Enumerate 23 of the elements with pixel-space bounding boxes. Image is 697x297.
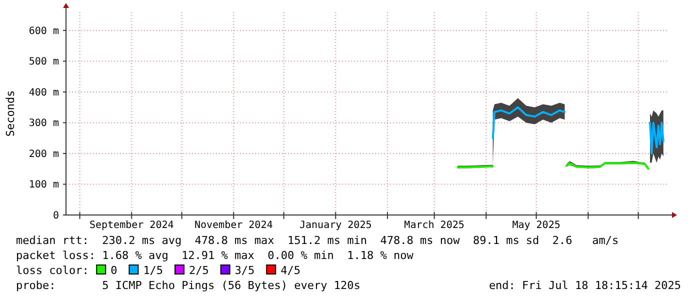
y-tick-label: 600 m: [28, 26, 59, 37]
legend-label: 0: [110, 264, 118, 277]
y-tick-label: 500 m: [28, 56, 59, 68]
y-tick-label: 100 m: [28, 180, 59, 191]
y-tick-label: 0: [52, 210, 59, 222]
text: probe: 5 ICMP Echo Pings (56 Bytes) every 120s: [16, 279, 360, 292]
text: end: Fri Jul 18 18:15:14 2025: [488, 279, 681, 292]
y-tick-label: 200 m: [28, 148, 59, 160]
x-tick-label: May 2025: [512, 220, 560, 231]
text: packet loss: 1.68 % avg 12.91 % max 0.00 % min 1.18 % now: [16, 249, 414, 262]
y-axis-title: Seconds: [4, 90, 17, 137]
legend-title: loss color:: [16, 264, 89, 277]
text: median rtt: 230.2 ms avg 478.8 ms max 151.2 ms min 478.8 ms now 89.1 ms sd 2.6 am/s: [16, 234, 619, 247]
y-tick-label: 400 m: [28, 87, 59, 98]
legend-label: 1/5: [143, 264, 164, 277]
legend-label: 3/5: [234, 264, 255, 277]
x-tick-label: January 2025: [300, 220, 372, 231]
x-tick-label: November 2024: [194, 220, 273, 231]
legend-label: 2/5: [189, 264, 209, 277]
legend-label: 4/5: [280, 264, 300, 277]
y-tick-label: 300 m: [28, 118, 59, 130]
x-tick-label: March 2025: [404, 220, 464, 231]
x-tick-label: September 2024: [89, 220, 174, 231]
